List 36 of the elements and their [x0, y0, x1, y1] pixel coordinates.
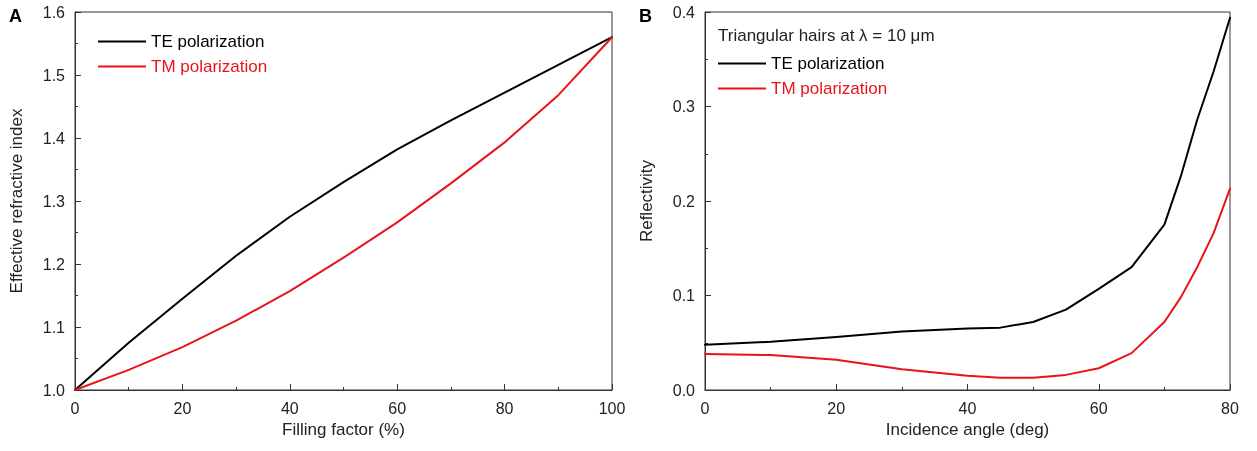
y-axis-title: Effective refractive index — [7, 108, 26, 294]
line-series — [704, 16, 1231, 346]
x-tick-label: 0 — [70, 399, 80, 417]
y-tick-label: 1.3 — [42, 192, 66, 210]
x-tick-label: 20 — [827, 399, 846, 417]
x-tick-label: 60 — [1089, 399, 1108, 417]
legend-label: TE polarization — [151, 32, 265, 51]
x-tick-label: 60 — [388, 399, 407, 417]
legend-label: TM polarization — [151, 57, 268, 76]
x-axis-title: Filling factor (%) — [282, 419, 405, 439]
y-tick-label: 1.2 — [42, 255, 66, 273]
x-tick-label: 100 — [598, 399, 626, 417]
y-tick-label: 0.0 — [672, 381, 696, 399]
y-tick-label: 0.3 — [672, 98, 696, 115]
chart-title: B — [639, 6, 652, 26]
x-axis-title: Incidence angle (deg) — [885, 419, 1050, 439]
y-tick-label: 1.5 — [42, 66, 66, 84]
y-tick-label: 0.2 — [672, 192, 696, 210]
chart-title: A — [9, 6, 22, 26]
y-tick-label: 1.6 — [42, 3, 66, 21]
x-tick-label: 40 — [280, 399, 299, 417]
legend-title: Triangular hairs at λ = 10 μm — [718, 26, 935, 45]
x-tick-label: 80 — [495, 399, 514, 417]
y-tick-label: 0.4 — [672, 3, 696, 21]
y-tick-label: 1.1 — [42, 318, 66, 336]
y-tick-label: 0.1 — [672, 287, 696, 304]
y-tick-label: 1.4 — [42, 129, 66, 147]
y-axis-title: Reflectivity — [637, 159, 656, 243]
legend-label: TM polarization — [771, 79, 888, 98]
x-tick-label: 40 — [958, 399, 977, 417]
x-tick-label: 20 — [173, 399, 192, 417]
y-tick-label: 1.0 — [42, 381, 66, 399]
x-tick-label: 80 — [1221, 399, 1239, 417]
legend-label: TE polarization — [771, 54, 885, 73]
x-tick-label: 0 — [700, 399, 710, 417]
line-series — [704, 187, 1231, 379]
